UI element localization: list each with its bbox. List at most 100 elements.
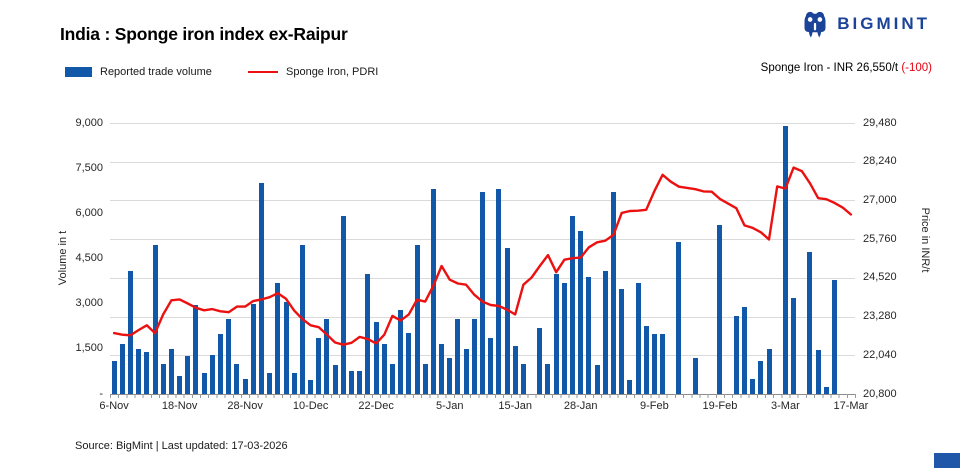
volume-bar (340, 216, 346, 394)
volume-bar (447, 357, 453, 394)
volume-bar (643, 326, 649, 394)
volume-bar (553, 273, 559, 394)
volume-bar (439, 344, 445, 394)
right-axis-tick: 24,520 (863, 271, 897, 284)
x-axis-tick-label: 10-Dec (292, 400, 329, 412)
volume-bar (111, 360, 117, 394)
chart-title: India : Sponge iron index ex-Raipur (60, 24, 348, 44)
source-note: Source: BigMint | Last updated: 17-03-20… (75, 440, 288, 452)
volume-bar (144, 351, 150, 394)
left-axis-tick: 6,000 (75, 206, 103, 219)
right-axis-tick: 22,040 (863, 348, 897, 361)
volume-bar (717, 225, 723, 394)
x-axis-tick-label: 5-Jan (436, 400, 464, 412)
volume-bar (651, 333, 657, 394)
left-axis-labels: 9,000 7,500 6,000 4,500 3,000 1,500 - (53, 117, 103, 400)
volume-bar (823, 387, 829, 394)
left-axis-tick: 7,500 (75, 161, 103, 174)
x-axis-tick-label: 28-Nov (227, 400, 263, 412)
left-axis-tick: - (99, 387, 103, 400)
volume-bar (389, 363, 395, 394)
right-axis-tick: 20,800 (863, 387, 897, 400)
volume-bar (422, 363, 428, 394)
volume-bar (480, 192, 485, 394)
volume-bar (692, 357, 698, 394)
volume-bar (815, 350, 821, 394)
volume-bar (267, 372, 273, 394)
volume-bar (332, 365, 338, 394)
left-axis-title: Volume in t (57, 230, 69, 286)
volume-bar (807, 252, 813, 394)
volume-bar (381, 343, 387, 394)
x-axis-tick-label: 15-Jan (498, 400, 533, 412)
volume-bar (185, 356, 191, 394)
volume-bar (512, 345, 518, 394)
volume-bar (488, 338, 494, 394)
legend-item-volume: Reported trade volume (65, 66, 212, 78)
legend-label-price: Sponge Iron, PDRI (286, 66, 379, 78)
volume-bar (758, 360, 764, 394)
volume-bar (586, 276, 592, 394)
volume-bar (414, 244, 420, 394)
volume-bar (365, 273, 371, 394)
volume-bar (635, 282, 641, 394)
x-axis-tickmarks (110, 394, 856, 398)
x-axis-tick-label: 22-Dec (358, 400, 394, 412)
right-axis-tick: 23,280 (863, 310, 897, 323)
left-axis-tick: 3,000 (75, 297, 103, 310)
volume-bar (201, 372, 207, 394)
volume-bar (782, 126, 788, 394)
volume-bar (520, 363, 526, 394)
right-axis-title: Price in INR/t (919, 207, 931, 273)
legend-item-price: Sponge Iron, PDRI (248, 66, 378, 78)
volume-bar (226, 318, 232, 394)
line-swatch-icon (248, 70, 278, 74)
x-axis-tick-label: 18-Nov (161, 400, 198, 412)
x-axis-tick-label: 9-Feb (640, 400, 669, 412)
current-price-note: Sponge Iron - INR 26,550/t (-100) (761, 62, 932, 74)
volume-bar (578, 231, 584, 394)
volume-bar (242, 378, 248, 394)
left-axis-tick: 1,500 (75, 342, 103, 355)
volume-bar (324, 318, 330, 394)
volume-bar (234, 363, 240, 394)
volume-bar (349, 371, 354, 394)
right-axis-tick: 29,480 (863, 116, 897, 129)
bigmint-logo-text: BIGMINT (837, 14, 930, 33)
volume-bar (627, 380, 633, 394)
gridline (110, 161, 855, 163)
volume-bar (316, 338, 322, 394)
volume-bar (193, 305, 199, 394)
right-axis-tick: 28,240 (863, 155, 897, 168)
volume-bar (791, 297, 797, 394)
price-main: Sponge Iron - INR 26,550/t (760, 62, 902, 74)
x-axis-tick-label: 6-Nov (99, 400, 129, 412)
x-axis-tick-label: 19-Feb (702, 400, 738, 412)
volume-bar (750, 378, 756, 394)
x-axis-tick-label: 3-Mar (771, 400, 800, 412)
volume-bar (602, 270, 608, 394)
right-axis-tick: 27,000 (863, 193, 897, 206)
volume-bar (406, 333, 412, 394)
volume-bar (275, 282, 281, 394)
volume-bar (136, 348, 142, 394)
volume-bar (357, 371, 363, 394)
right-axis-tick: 25,760 (863, 232, 897, 245)
volume-bar (168, 348, 174, 394)
x-axis-tick-label: 28-Jan (563, 400, 598, 412)
volume-bar (676, 241, 682, 394)
bigmint-logo-icon (804, 11, 826, 38)
page-corner-accent (934, 453, 960, 468)
volume-bar (258, 183, 264, 394)
price-line (112, 166, 853, 346)
volume-bar (570, 216, 576, 394)
volume-bar (250, 303, 256, 394)
volume-bar (398, 310, 404, 394)
price-change: (-100) (901, 62, 932, 74)
volume-bar (119, 344, 125, 394)
volume-bar (177, 375, 183, 394)
volume-bar (496, 189, 502, 394)
volume-bar (766, 348, 772, 394)
gridline (110, 123, 855, 124)
volume-bar (160, 363, 166, 394)
